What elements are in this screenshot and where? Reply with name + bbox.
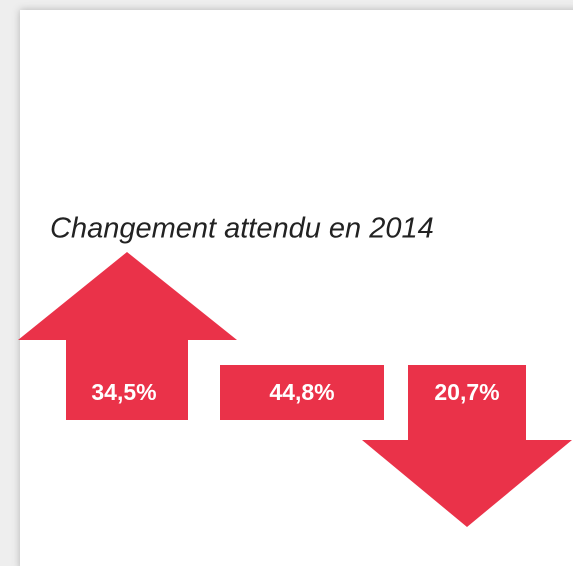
item-label: 34,5% xyxy=(91,379,156,405)
flat-bar xyxy=(220,365,384,420)
item-label: 44,8% xyxy=(269,379,334,405)
down-arrow xyxy=(362,365,572,527)
item-label: 20,7% xyxy=(434,379,499,405)
title: Changement attendu en 2014 xyxy=(50,213,434,245)
up-arrow xyxy=(18,252,237,420)
